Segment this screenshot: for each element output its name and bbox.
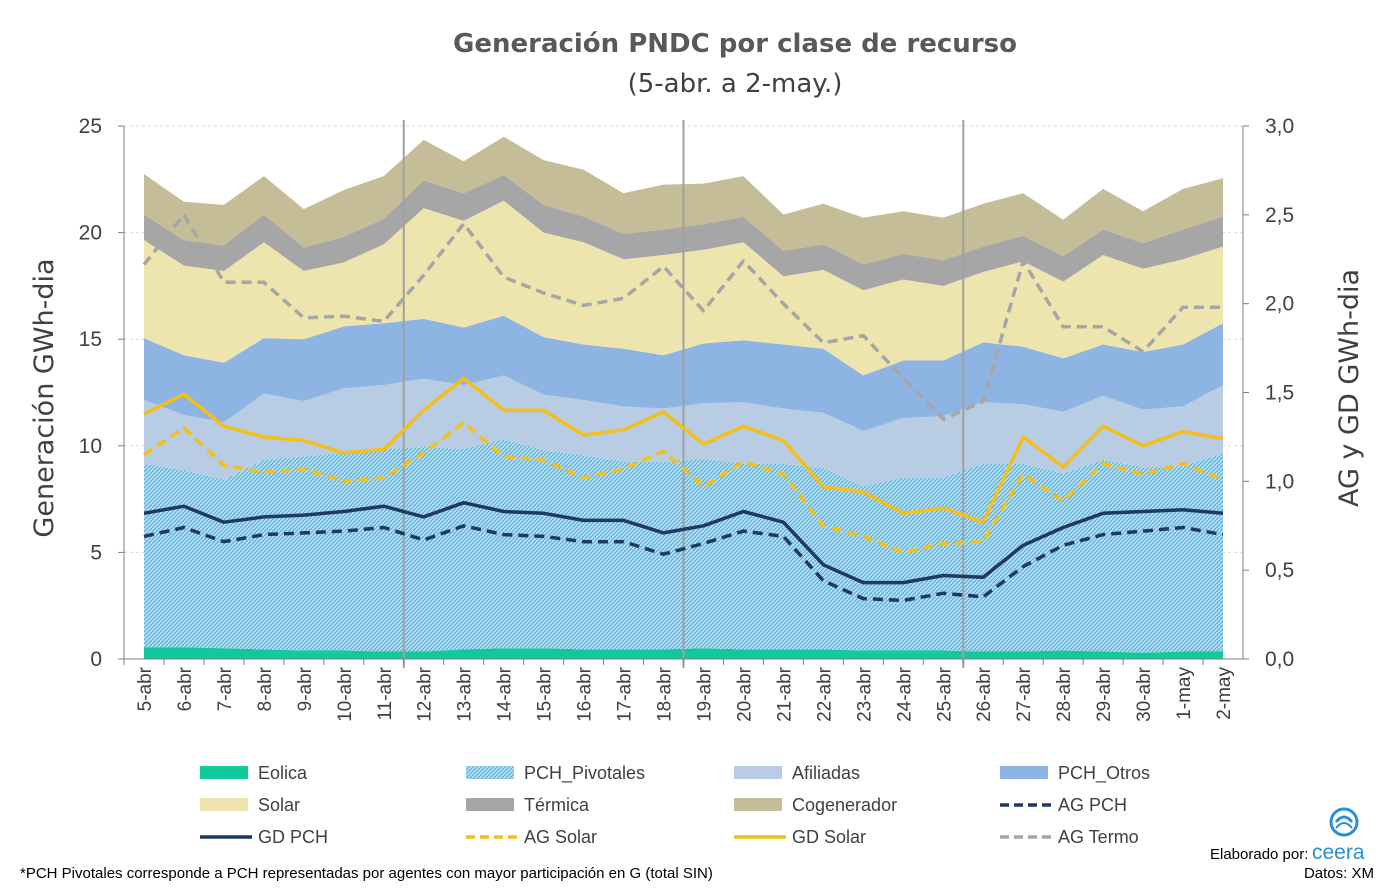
credit-label: Elaborado por: xyxy=(1210,846,1308,863)
line-series xyxy=(142,213,1224,603)
legend-label-pch-otros: PCH_Otros xyxy=(1058,763,1150,784)
x-tick-label: 30-abr xyxy=(1134,666,1155,722)
x-tick-label: 28-abr xyxy=(1054,666,1075,722)
chart-title: Generación PNDC por clase de recurso xyxy=(453,29,1017,59)
legend-swatch-pch-pivotales xyxy=(466,766,514,779)
y-tick-label: 15 xyxy=(79,328,102,351)
x-tick-label: 24-abr xyxy=(894,666,915,722)
y2-tick-label: 0,0 xyxy=(1265,648,1294,671)
x-tick-label: 15-abr xyxy=(535,666,556,722)
credit-source: Datos: XM xyxy=(1304,865,1374,882)
legend: Eolica PCH_Pivotales Afiliadas PCH_Otros Sol… xyxy=(200,763,1150,847)
legend-label-eolica: Eolica xyxy=(258,763,308,783)
legend-label-afiliadas: Afiliadas xyxy=(792,763,860,783)
x-tick-label: 23-abr xyxy=(854,666,875,722)
x-tick-label: 20-abr xyxy=(734,666,755,722)
legend-label-gd-solar: GD Solar xyxy=(792,827,866,847)
y2-tick-label: 2,0 xyxy=(1265,293,1294,316)
line-gd-solar xyxy=(143,376,1224,524)
footnote: *PCH Pivotales corresponde a PCH represe… xyxy=(20,865,713,882)
x-tick-label: 26-abr xyxy=(974,666,995,722)
line-gd-pch xyxy=(143,500,1224,585)
x-tick-label: 21-abr xyxy=(774,666,795,722)
legend-swatch-t-rmica xyxy=(466,798,514,811)
x-tick-label: 8-abr xyxy=(255,666,276,711)
x-tick-label: 25-abr xyxy=(934,666,955,722)
x-tick-label: 2-may xyxy=(1214,667,1235,720)
y2-tick-label: 0,5 xyxy=(1265,559,1294,582)
y-tick-label: 25 xyxy=(79,115,102,138)
x-tick-label: 9-abr xyxy=(295,666,316,711)
y-tick-label: 0 xyxy=(90,648,102,671)
x-tick-label: 18-abr xyxy=(655,666,676,722)
x-tick-label: 22-abr xyxy=(814,666,835,722)
legend-label-ag-pch: AG PCH xyxy=(1058,795,1127,815)
x-tick-label: 12-abr xyxy=(415,666,436,722)
legend-label-cogenerador: Cogenerador xyxy=(792,795,897,815)
y-tick-label: 10 xyxy=(79,435,102,458)
chart-subtitle: (5-abr. a 2-may.) xyxy=(628,69,843,99)
credit-block: Elaborado por: ceera Datos: XM xyxy=(1210,807,1374,882)
x-tick-label: 10-abr xyxy=(335,666,356,722)
legend-label-t-rmica: Térmica xyxy=(524,795,590,815)
x-tick-label: 7-abr xyxy=(215,666,236,711)
legend-swatch-afiliadas xyxy=(734,766,782,779)
y-axis-label: Generación GWh-dia xyxy=(29,258,60,537)
x-tick-label: 13-abr xyxy=(455,666,476,722)
y2-tick-label: 1,0 xyxy=(1265,470,1294,493)
legend-swatch-pch-otros xyxy=(1000,766,1048,779)
x-tick-label: 1-may xyxy=(1174,667,1195,720)
x-tick-label: 19-abr xyxy=(695,666,716,722)
stacked-areas xyxy=(144,120,1223,668)
y2-tick-label: 3,0 xyxy=(1265,115,1294,138)
ceera-logo-icon xyxy=(1329,807,1359,837)
legend-label-ag-solar: AG Solar xyxy=(524,827,597,847)
y2-tick-label: 1,5 xyxy=(1265,382,1294,405)
axes: 0 5 10 15 20 25 0,0 0,5 1,0 1,5 2,0 2,5 3,0 5-abr 6-ab… xyxy=(79,115,1295,722)
y-tick-label: 5 xyxy=(90,541,102,564)
credit-brand: ceera xyxy=(1312,841,1365,864)
legend-swatch-cogenerador xyxy=(734,798,782,811)
y-tick-label: 20 xyxy=(79,222,102,245)
legend-label-pch-pivotales: PCH_Pivotales xyxy=(524,763,645,784)
x-tick-label: 17-abr xyxy=(615,666,636,722)
x-tick-label: 14-abr xyxy=(495,666,516,722)
x-tick-label: 16-abr xyxy=(575,666,596,722)
x-tick-label: 11-abr xyxy=(375,666,396,720)
x-tick-label: 5-abr xyxy=(135,666,156,711)
x-tick-label: 27-abr xyxy=(1014,666,1035,722)
legend-swatch-eolica xyxy=(200,766,248,779)
legend-label-solar: Solar xyxy=(258,795,300,815)
line-ag-pch xyxy=(143,524,1224,603)
legend-swatch-solar xyxy=(200,798,248,811)
line-ag-solar xyxy=(143,420,1224,555)
y2-axis-label: AG y GD GWh-dia xyxy=(1334,269,1365,507)
legend-label-gd-pch: GD PCH xyxy=(258,827,328,847)
x-tick-label: 29-abr xyxy=(1094,666,1115,722)
x-tick-label: 6-abr xyxy=(175,666,196,711)
y2-tick-label: 2,5 xyxy=(1265,204,1294,227)
legend-label-ag-termo: AG Termo xyxy=(1058,827,1139,847)
